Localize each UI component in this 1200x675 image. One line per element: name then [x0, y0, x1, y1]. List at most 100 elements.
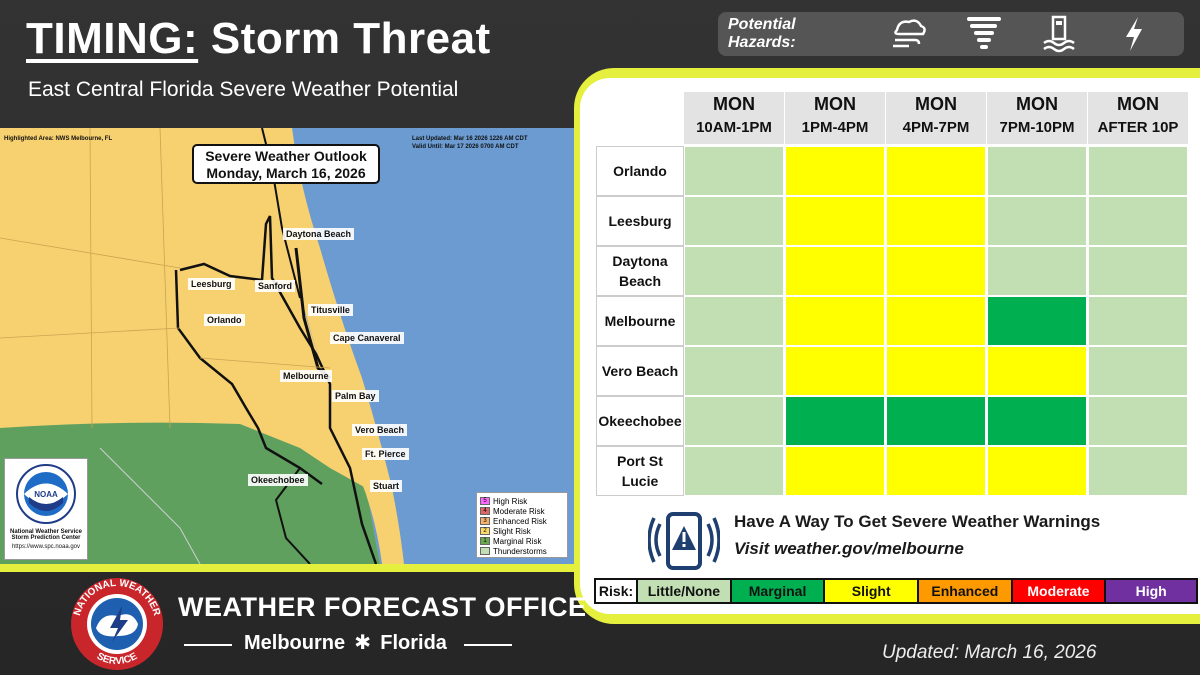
office-line-left: [184, 644, 232, 646]
risk-cell-slight: [988, 447, 1086, 495]
city-label-okeechobee: Okeechobee: [248, 474, 308, 486]
risk-cell-none: [988, 147, 1086, 195]
risk-cell-slight: [786, 147, 884, 195]
noaa-logo: NOAA: [16, 464, 76, 524]
warning-title: Have A Way To Get Severe Weather Warning…: [734, 512, 1101, 531]
risk-cell-none: [1089, 297, 1187, 345]
column-day: MON: [814, 94, 856, 114]
risk-cell-none: [685, 297, 783, 345]
risk-cell-none: [685, 247, 783, 295]
warning-link[interactable]: Visit weather.gov/melbourne: [734, 539, 964, 558]
risk-cell-none: [685, 347, 783, 395]
row-label: Port St Lucie: [596, 446, 684, 496]
column-day: MON: [1117, 94, 1159, 114]
legend-swatch-tstorms: [480, 547, 490, 555]
city-label-ft-pierce: Ft. Pierce: [362, 448, 409, 460]
risk-cell-slight: [786, 447, 884, 495]
legend-swatch-high: 5: [480, 497, 490, 505]
risk-cell-slight: [887, 447, 985, 495]
page-subtitle: East Central Florida Severe Weather Pote…: [28, 78, 459, 101]
tornado-icon: [959, 14, 1008, 54]
risk-cell-slight: [887, 297, 985, 345]
outlook-title-box: Severe Weather Outlook Monday, March 16,…: [192, 144, 380, 184]
city-label-daytona: Daytona Beach: [283, 228, 355, 240]
city-label-orlando: Orlando: [204, 314, 245, 326]
legend-label-tstorms: Thunderstorms: [493, 546, 547, 556]
risk-level-2: Slight: [825, 580, 918, 602]
city-label-palm-bay: Palm Bay: [332, 390, 379, 402]
legend-tstorms: Thunderstorms: [480, 546, 564, 556]
city-label-melbourne: Melbourne: [280, 370, 332, 382]
risk-level-4: Moderate: [1012, 580, 1105, 602]
potential-hazards-bar: Potential Hazards:: [718, 12, 1184, 56]
lightning-icon: [1109, 14, 1158, 54]
row-label: Vero Beach: [596, 346, 684, 396]
risk-cell-none: [1089, 347, 1187, 395]
legend-slight: 2 Slight Risk: [480, 526, 564, 536]
row-label: Daytona Beach: [596, 246, 684, 296]
legend-marginal: 1 Marginal Risk: [480, 536, 564, 546]
row-label: Orlando: [596, 146, 684, 196]
risk-scale-bar: Risk: Little/None Marginal Slight Enhanced M…: [594, 578, 1198, 604]
risk-cell-none: [1089, 147, 1187, 195]
footer-divider: [0, 564, 575, 572]
flooding-icon: [1034, 14, 1083, 54]
column-day: MON: [915, 94, 957, 114]
risk-cell-slight: [887, 147, 985, 195]
column-header-1: MON 1PM-4PM: [785, 92, 885, 144]
noaa-credit-box: NOAA National Weather Service Storm Pred…: [4, 458, 88, 560]
risk-level-1: Marginal: [731, 580, 824, 602]
map-highlighted-area: Highlighted Area: NWS Melbourne, FL: [4, 136, 113, 142]
city-label-leesburg: Leesburg: [188, 278, 235, 290]
noaa-line1: National Weather Service: [10, 529, 82, 535]
city-label-titusville: Titusville: [308, 304, 353, 316]
risk-scale-label: Risk:: [596, 580, 637, 602]
office-state: Florida: [380, 632, 447, 654]
legend-swatch-moderate: 4: [480, 507, 490, 515]
risk-cell-none: [1089, 197, 1187, 245]
title-prefix: TIMING:: [26, 14, 199, 63]
risk-cell-marginal: [786, 397, 884, 445]
map-last-updated: Last Updated: Mar 16 2026 1226 AM CDT: [412, 136, 528, 142]
risk-level-0: Little/None: [638, 580, 730, 602]
city-label-stuart: Stuart: [370, 480, 403, 492]
office-location: Melbourne ✱ Florida: [244, 630, 447, 655]
risk-cell-none: [1089, 397, 1187, 445]
risk-cell-slight: [786, 297, 884, 345]
column-header-0: MON 10AM-1PM: [684, 92, 784, 144]
row-label: Leesburg: [596, 196, 684, 246]
row-label: Melbourne: [596, 296, 684, 346]
risk-cell-slight: [887, 247, 985, 295]
risk-cell-slight: [786, 197, 884, 245]
risk-cell-marginal: [988, 397, 1086, 445]
legend-swatch-slight: 2: [480, 527, 490, 535]
legend-enhanced: 3 Enhanced Risk: [480, 516, 564, 526]
risk-cell-slight: [786, 247, 884, 295]
noaa-url: https://www.spc.noaa.gov: [11, 544, 81, 550]
legend-moderate: 4 Moderate Risk: [480, 506, 564, 516]
legend-label-high: High Risk: [493, 496, 528, 506]
legend-label-moderate: Moderate Risk: [493, 506, 545, 516]
risk-cell-none: [685, 397, 783, 445]
office-title: WEATHER FORECAST OFFICE: [178, 592, 587, 622]
column-day: MON: [713, 94, 755, 114]
wind-icon: [884, 14, 933, 54]
legend-high: 5 High Risk: [480, 496, 564, 506]
severe-outlook-map: Highlighted Area: NWS Melbourne, FL Last…: [0, 128, 580, 564]
legend-swatch-marginal: 1: [480, 537, 490, 545]
risk-cell-slight: [887, 197, 985, 245]
column-time: 10AM-1PM: [696, 119, 772, 136]
risk-cell-slight: [887, 347, 985, 395]
risk-cell-none: [988, 197, 1086, 245]
column-time: 4PM-7PM: [902, 119, 970, 136]
risk-cell-none: [685, 147, 783, 195]
updated-date: Updated: March 16, 2026: [882, 642, 1097, 663]
office-line-right: [464, 644, 512, 646]
legend-label-marginal: Marginal Risk: [493, 536, 542, 546]
column-time: AFTER 10P: [1097, 119, 1179, 136]
column-time: 1PM-4PM: [801, 119, 869, 136]
nws-seal-logo: NATIONAL WEATHER SERVICE: [71, 578, 163, 670]
legend-label-enhanced: Enhanced Risk: [493, 516, 547, 526]
nws-seal-text-bottom: SERVICE: [95, 651, 140, 667]
column-header-3: MON 7PM-10PM: [987, 92, 1087, 144]
